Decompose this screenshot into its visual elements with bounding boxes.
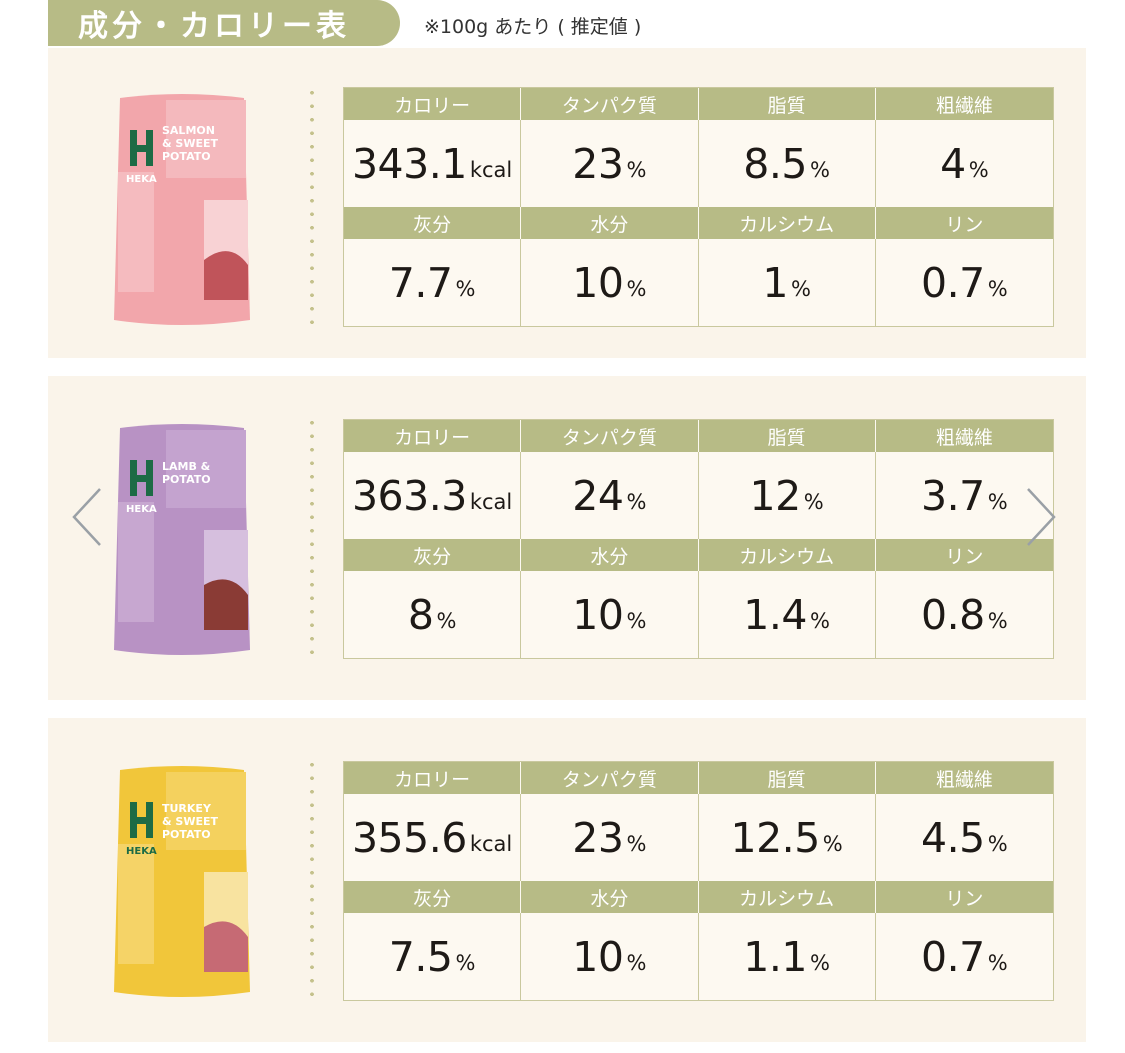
chevron-left-icon[interactable] — [68, 485, 108, 549]
label-fiber: 粗繊維 — [875, 762, 1053, 794]
label-fiber: 粗繊維 — [875, 420, 1053, 452]
value-calorie: 355.6 kcal — [344, 794, 522, 881]
value-protein: 23% — [521, 120, 699, 207]
label-phosphorus: リン — [875, 207, 1053, 239]
label-calorie: カロリー — [344, 420, 522, 452]
nutrition-table: カロリー タンパク質 脂質 粗繊維 363.3 kcal 24% 12% 3.7%… — [343, 419, 1054, 659]
svg-text:HEKA: HEKA — [126, 846, 157, 857]
chevron-right-icon[interactable] — [1020, 485, 1060, 549]
value-fiber: 3.7% — [921, 471, 1008, 520]
label-calcium: カルシウム — [698, 881, 876, 913]
value-protein: 24% — [521, 452, 699, 539]
label-calorie: カロリー — [344, 88, 522, 120]
value-fiber: 4% — [940, 139, 989, 188]
label-protein: タンパク質 — [521, 762, 699, 794]
dotted-divider — [310, 86, 314, 326]
svg-text:HEKA: HEKA — [126, 174, 157, 185]
section-header: 成分・カロリー表 ※100g あたり ( 推定値 ) — [0, 0, 1125, 48]
label-fiber: 粗繊維 — [875, 88, 1053, 120]
svg-text:TURKEY: TURKEY — [162, 802, 212, 815]
value-phosphorus: 0.7% — [921, 258, 1008, 307]
label-calcium: カルシウム — [698, 539, 876, 571]
value-calorie: 343.1 kcal — [344, 120, 522, 207]
value-fat: 12% — [699, 452, 876, 539]
svg-text:& SWEET: & SWEET — [162, 815, 219, 828]
value-ash: 7.7% — [344, 239, 522, 326]
section-title-tab: 成分・カロリー表 — [48, 0, 400, 46]
label-calorie: カロリー — [344, 762, 522, 794]
value-calorie: 363.3 kcal — [344, 452, 522, 539]
label-moisture: 水分 — [521, 207, 699, 239]
value-phosphorus: 0.7% — [921, 932, 1008, 981]
product-bag-image: HEKA SALMON & SWEET POTATO — [114, 94, 250, 325]
value-ash: 7.5% — [344, 913, 522, 1000]
svg-text:& SWEET: & SWEET — [162, 137, 219, 150]
label-ash: 灰分 — [344, 539, 522, 571]
value-moisture: 10% — [521, 913, 699, 1000]
value-protein: 23% — [521, 794, 699, 881]
dotted-divider — [310, 416, 314, 664]
svg-text:SALMON: SALMON — [162, 124, 215, 137]
value-fiber: 4.5% — [921, 813, 1008, 862]
value-calcium: 1% — [699, 239, 876, 326]
label-phosphorus: リン — [875, 881, 1053, 913]
label-fat: 脂質 — [698, 420, 876, 452]
product-card-salmon: HEKA SALMON & SWEET POTATO カロリー タンパク質 脂質… — [48, 48, 1086, 358]
svg-text:LAMB &: LAMB & — [162, 460, 211, 473]
svg-text:POTATO: POTATO — [162, 150, 211, 163]
product-card-turkey: HEKA TURKEY & SWEET POTATO カロリー タンパク質 脂質… — [48, 718, 1086, 1042]
label-protein: タンパク質 — [521, 88, 699, 120]
value-ash: 8% — [344, 571, 522, 658]
svg-text:POTATO: POTATO — [162, 473, 211, 486]
label-moisture: 水分 — [521, 881, 699, 913]
label-calcium: カルシウム — [698, 207, 876, 239]
label-moisture: 水分 — [521, 539, 699, 571]
dotted-divider — [310, 758, 314, 1006]
label-phosphorus: リン — [875, 539, 1053, 571]
label-fat: 脂質 — [698, 762, 876, 794]
value-moisture: 10% — [521, 239, 699, 326]
label-fat: 脂質 — [698, 88, 876, 120]
per-100g-note: ※100g あたり ( 推定値 ) — [424, 16, 642, 38]
label-ash: 灰分 — [344, 881, 522, 913]
svg-text:HEKA: HEKA — [126, 504, 157, 515]
value-calcium: 1.4% — [699, 571, 876, 658]
value-calcium: 1.1% — [699, 913, 876, 1000]
nutrition-table: カロリー タンパク質 脂質 粗繊維 355.6 kcal 23% 12.5% 4.… — [343, 761, 1054, 1001]
product-bag-image: HEKA LAMB & POTATO — [114, 424, 250, 655]
section-title: 成分・カロリー表 — [78, 9, 350, 44]
product-card-lamb: HEKA LAMB & POTATO カロリー タンパク質 脂質 粗繊維 363… — [48, 376, 1086, 700]
product-bag-image: HEKA TURKEY & SWEET POTATO — [114, 766, 250, 997]
value-moisture: 10% — [521, 571, 699, 658]
label-protein: タンパク質 — [521, 420, 699, 452]
value-fat: 12.5% — [699, 794, 876, 881]
nutrition-table: カロリー タンパク質 脂質 粗繊維 343.1 kcal 23% 8.5% 4% … — [343, 87, 1054, 327]
value-phosphorus: 0.8% — [921, 590, 1008, 639]
label-ash: 灰分 — [344, 207, 522, 239]
value-fat: 8.5% — [699, 120, 876, 207]
svg-text:POTATO: POTATO — [162, 828, 211, 841]
